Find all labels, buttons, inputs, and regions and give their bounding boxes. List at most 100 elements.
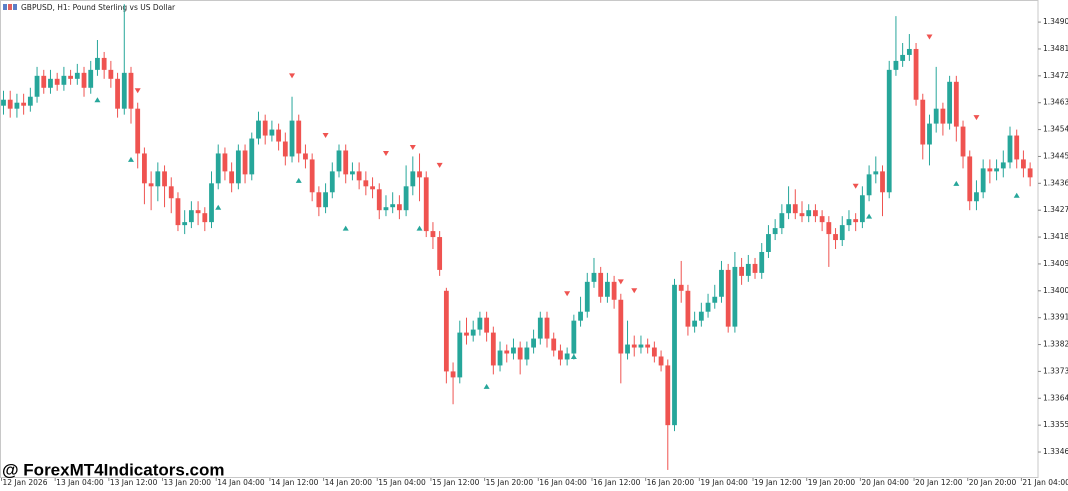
candle-body — [611, 281, 617, 300]
y-tick-label: 1.33640 — [1043, 393, 1068, 402]
candle-body — [651, 347, 657, 357]
signal-arrow — [631, 288, 638, 294]
signal-arrow — [94, 97, 101, 103]
candle-body — [698, 311, 704, 321]
candle-body — [477, 317, 483, 330]
candle-body — [222, 153, 228, 172]
candle-body — [940, 108, 946, 124]
candle-body — [853, 219, 859, 223]
candle-body — [81, 72, 87, 88]
candle-body — [558, 350, 563, 360]
candle-body — [524, 347, 530, 360]
candle-body — [155, 171, 161, 187]
candle-body — [974, 192, 979, 202]
candle-body — [591, 272, 597, 282]
candle-body — [1, 99, 6, 106]
y-tick-label: 1.33730 — [1043, 366, 1068, 375]
candle-body — [403, 186, 409, 211]
candle-body — [658, 356, 664, 366]
candle-body — [14, 102, 20, 109]
candle-body — [786, 204, 791, 214]
candle-body — [383, 207, 389, 211]
candle-body — [732, 266, 738, 327]
candle-body — [719, 269, 724, 297]
candle-body — [893, 60, 899, 70]
candle-body — [242, 150, 248, 175]
candle-body — [1027, 168, 1033, 178]
signal-arrow — [1013, 192, 1020, 198]
candle-body — [987, 168, 993, 172]
candle-body — [551, 338, 557, 351]
candle-body — [135, 108, 141, 154]
candle-body — [584, 281, 590, 312]
candle-body — [376, 189, 382, 211]
candle-body — [1014, 135, 1020, 160]
candle-body — [370, 186, 375, 190]
y-tick-label: 1.34180 — [1043, 232, 1068, 241]
candle-body — [906, 48, 912, 55]
candle-body — [235, 150, 241, 184]
candle-body — [705, 302, 711, 312]
candle-body — [967, 156, 973, 202]
candle-body — [182, 222, 188, 226]
y-tick-label: 1.33820 — [1043, 340, 1068, 349]
chart-title: GBPUSD, H1: Pound Sterling vs US Dollar — [21, 3, 176, 12]
candle-body — [148, 183, 154, 187]
candle-body — [859, 195, 865, 223]
candle-body — [363, 180, 369, 187]
candle-body — [866, 174, 872, 196]
x-tick-label: 20 Jan 04:00 — [861, 478, 909, 487]
candle-body — [511, 347, 516, 354]
x-tick-label: 13 Jan 20:00 — [164, 478, 212, 487]
x-tick-label: 13 Jan 04:00 — [56, 478, 104, 487]
x-tick-label: 14 Jan 04:00 — [217, 478, 265, 487]
candle-body — [68, 75, 73, 79]
candle-body — [390, 204, 396, 208]
candle-body — [792, 204, 798, 214]
x-tick-label: 15 Jan 20:00 — [486, 478, 534, 487]
x-tick-label: 14 Jan 12:00 — [271, 478, 319, 487]
y-tick-label: 1.34000 — [1043, 286, 1068, 295]
candle-body — [813, 210, 818, 217]
candle-body — [195, 210, 201, 214]
y-tick-label: 1.33460 — [1043, 447, 1068, 456]
candle-body — [517, 347, 523, 360]
candle-body — [544, 317, 550, 339]
candle-body — [282, 141, 288, 157]
candle-body — [531, 338, 536, 348]
signal-arrow — [416, 225, 423, 231]
signal-arrow — [322, 133, 329, 139]
x-tick-label: 16 Jan 20:00 — [647, 478, 695, 487]
signal-arrow — [617, 279, 624, 285]
candle-body — [920, 99, 926, 145]
y-tick-label: 1.34270 — [1043, 205, 1068, 214]
candle-body — [417, 171, 422, 178]
candle-body — [900, 54, 906, 61]
candle-body — [262, 120, 268, 136]
watermark: @ ForexMT4Indicators.com — [2, 460, 225, 479]
candle-body — [443, 290, 449, 372]
x-tick-label: 20 Jan 12:00 — [915, 478, 963, 487]
candle-body — [74, 72, 80, 79]
candle-body — [121, 72, 127, 109]
candle-body — [638, 344, 644, 348]
candle-body — [27, 96, 33, 106]
candle-body — [457, 332, 463, 378]
signal-arrow — [866, 213, 873, 219]
signal-arrow — [926, 34, 933, 40]
candle-body — [329, 171, 335, 193]
signal-arrow — [953, 180, 960, 186]
signal-arrow — [852, 183, 859, 189]
candle-body — [108, 69, 114, 79]
candle-body — [289, 120, 295, 157]
candle-body — [819, 216, 825, 223]
candle-body — [839, 225, 845, 241]
candle-body — [994, 168, 999, 172]
y-tick-label: 1.34720 — [1043, 71, 1068, 80]
signal-arrow — [295, 177, 302, 183]
candle-body — [759, 251, 765, 273]
candle-body — [913, 48, 919, 100]
candle-body — [61, 75, 67, 85]
candle-body — [202, 213, 208, 223]
candle-body — [54, 78, 60, 85]
